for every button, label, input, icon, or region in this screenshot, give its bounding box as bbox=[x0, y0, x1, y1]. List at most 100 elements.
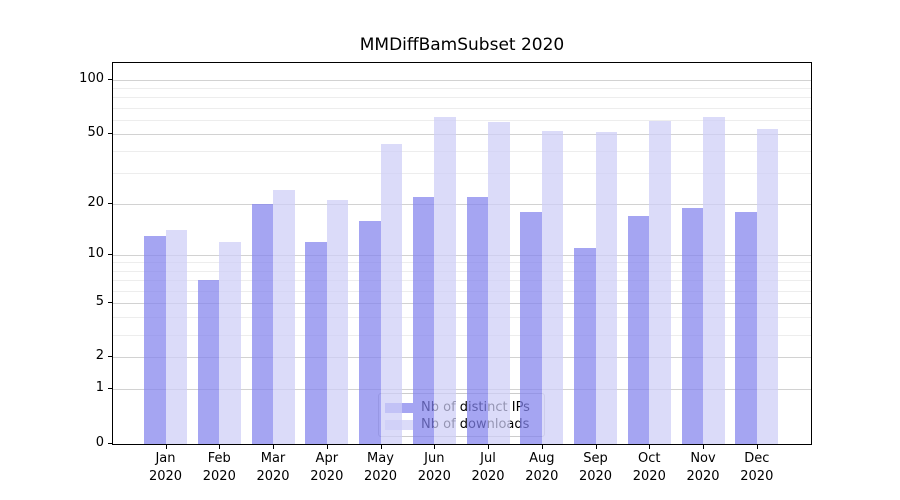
plot-area: Nb of distinct IPs Nb of downloads bbox=[112, 62, 812, 445]
legend-row-downloads: Nb of downloads bbox=[385, 416, 536, 433]
x-tick-label-aug: Aug 2020 bbox=[512, 450, 572, 486]
legend-row-distinct-ips: Nb of distinct IPs bbox=[385, 399, 536, 416]
y-tick-label-50: 50 bbox=[87, 124, 104, 140]
bar-downloads-oct bbox=[649, 121, 671, 444]
x-label-year: 2020 bbox=[310, 469, 344, 484]
gridline-major-50 bbox=[113, 133, 811, 135]
x-tick-jan bbox=[165, 445, 167, 449]
bar-downloads-sep bbox=[595, 132, 617, 444]
x-label-year: 2020 bbox=[363, 469, 398, 484]
gridline-minor-6 bbox=[113, 290, 811, 292]
bar-downloads-mar bbox=[273, 190, 295, 444]
x-tick-jul bbox=[488, 445, 489, 449]
x-tick-mar bbox=[273, 445, 274, 449]
y-tick-label-100: 100 bbox=[79, 71, 104, 86]
x-tick-label-may: May 2020 bbox=[351, 450, 411, 486]
x-tick-label-jan: Jan 2020 bbox=[136, 450, 196, 486]
bar-distinct-ips-dec bbox=[735, 211, 757, 444]
x-label-month: May bbox=[367, 451, 394, 466]
y-tick-50 bbox=[108, 132, 112, 134]
y-tick-label-10: 10 bbox=[87, 245, 104, 261]
x-tick-dec bbox=[756, 445, 758, 449]
x-label-year: 2020 bbox=[256, 469, 290, 484]
gridline-minor-30 bbox=[113, 173, 811, 175]
bar-distinct-ips-may bbox=[359, 220, 381, 444]
x-label-month: Dec bbox=[744, 451, 770, 466]
bar-distinct-ips-oct bbox=[627, 216, 650, 444]
gridline-minor-7 bbox=[113, 280, 811, 281]
x-tick-sep bbox=[595, 445, 597, 449]
x-tick-may bbox=[380, 445, 382, 449]
bar-downloads-aug bbox=[541, 130, 564, 444]
gridline-minor-70 bbox=[113, 107, 811, 109]
bar-downloads-jul bbox=[488, 122, 510, 444]
x-tick-label-oct: Oct 2020 bbox=[619, 450, 679, 486]
x-label-year: 2020 bbox=[417, 469, 451, 484]
bar-distinct-ips-jul bbox=[466, 196, 488, 444]
y-tick-20 bbox=[108, 202, 112, 204]
x-tick-label-mar: Mar 2020 bbox=[243, 450, 303, 486]
bar-distinct-ips-mar bbox=[251, 203, 273, 444]
x-tick-jun bbox=[434, 445, 436, 449]
x-label-month: Sep bbox=[583, 451, 608, 466]
gridline-minor-8 bbox=[113, 270, 811, 272]
x-tick-label-feb: Feb 2020 bbox=[189, 450, 249, 486]
x-label-year: 2020 bbox=[202, 469, 236, 484]
gridline-minor-80 bbox=[113, 97, 811, 99]
bar-distinct-ips-aug bbox=[520, 211, 542, 444]
x-tick-feb bbox=[219, 445, 221, 449]
y-tick-0 bbox=[108, 443, 112, 444]
y-tick-5 bbox=[108, 301, 112, 303]
x-label-year: 2020 bbox=[686, 469, 720, 484]
gridline-major-2 bbox=[113, 357, 811, 359]
bar-downloads-apr bbox=[326, 200, 349, 444]
chart-title: MMDiffBamSubset 2020 bbox=[359, 35, 565, 55]
y-tick-10 bbox=[108, 253, 112, 255]
y-tick-label-2: 2 bbox=[95, 348, 104, 364]
gridline-major-1 bbox=[113, 389, 811, 391]
x-label-month: Aug bbox=[529, 451, 555, 466]
bar-distinct-ips-nov bbox=[681, 207, 703, 444]
bar-downloads-dec bbox=[756, 129, 779, 444]
gridline-minor-4 bbox=[113, 317, 811, 319]
x-tick-label-dec: Dec 2020 bbox=[727, 450, 787, 486]
x-label-month: Nov bbox=[690, 451, 716, 466]
bar-distinct-ips-jun bbox=[412, 196, 435, 444]
x-tick-label-nov: Nov 2020 bbox=[673, 450, 733, 486]
x-label-year: 2020 bbox=[740, 469, 774, 484]
bar-downloads-jun bbox=[434, 117, 456, 444]
x-label-month: Feb bbox=[207, 451, 231, 466]
x-label-month: Jul bbox=[480, 451, 496, 466]
x-label-month: Jan bbox=[155, 451, 176, 466]
x-label-month: Jun bbox=[424, 451, 445, 466]
gridline-minor-9 bbox=[113, 262, 811, 264]
x-tick-oct bbox=[649, 445, 651, 449]
x-tick-label-apr: Apr 2020 bbox=[297, 450, 357, 486]
gridline-minor-90 bbox=[113, 88, 811, 90]
gridline-minor-40 bbox=[113, 151, 811, 153]
bar-distinct-ips-jan bbox=[144, 235, 166, 444]
y-tick-label-0: 0 bbox=[95, 435, 104, 450]
gridline-major-100 bbox=[113, 80, 811, 81]
y-tick-label-20: 20 bbox=[87, 194, 104, 210]
gridline-major-5 bbox=[113, 302, 811, 304]
y-tick-1 bbox=[108, 388, 112, 390]
gridline-minor-3 bbox=[113, 334, 811, 336]
gridline-major-20 bbox=[113, 203, 811, 205]
x-label-year: 2020 bbox=[632, 469, 666, 484]
y-tick-100 bbox=[108, 79, 112, 80]
y-tick-label-1: 1 bbox=[95, 380, 104, 396]
y-tick-label-5: 5 bbox=[95, 293, 104, 309]
bar-distinct-ips-sep bbox=[574, 248, 596, 444]
x-label-year: 2020 bbox=[148, 469, 183, 484]
bar-downloads-nov bbox=[703, 117, 725, 444]
bar-downloads-may bbox=[380, 143, 402, 444]
x-tick-label-sep: Sep 2020 bbox=[566, 450, 626, 486]
x-label-year: 2020 bbox=[471, 469, 505, 484]
x-label-year: 2020 bbox=[525, 469, 559, 484]
bar-downloads-feb bbox=[219, 241, 241, 444]
x-label-month: Mar bbox=[260, 451, 286, 466]
x-label-year: 2020 bbox=[578, 469, 613, 484]
bar-distinct-ips-feb bbox=[197, 280, 220, 444]
